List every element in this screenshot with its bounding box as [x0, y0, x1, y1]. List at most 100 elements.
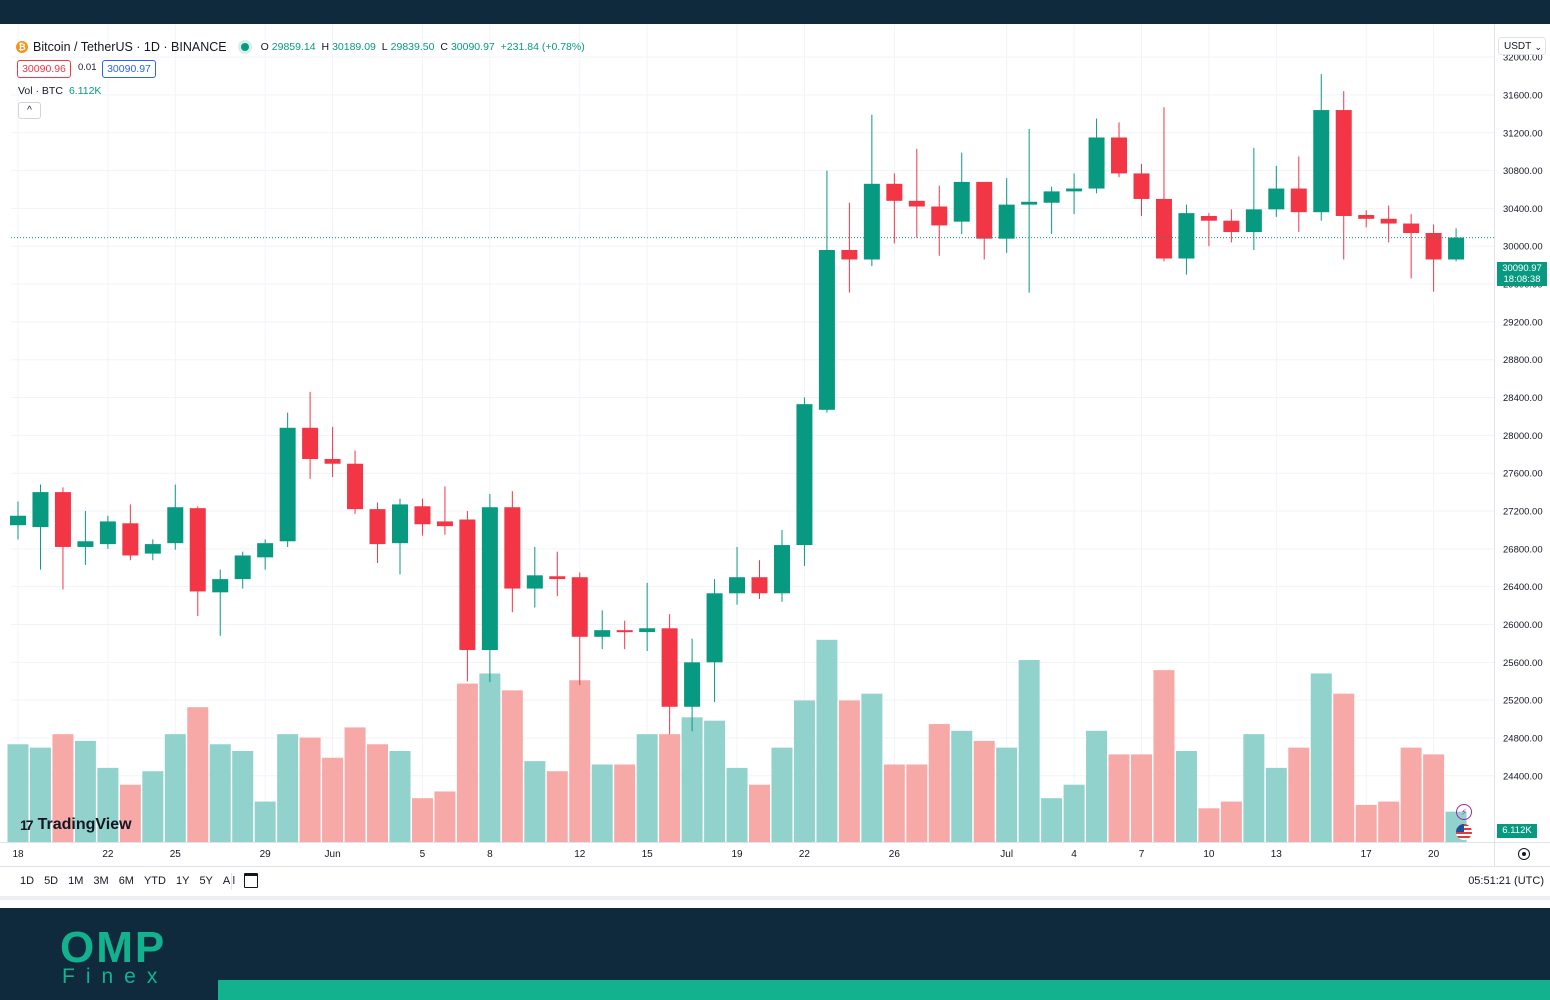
- volume-bar: [411, 798, 433, 842]
- volume-bar: [973, 740, 995, 842]
- volume-bar: [7, 744, 29, 842]
- candle-body: [414, 506, 431, 525]
- close-value: 30090.97: [450, 41, 495, 53]
- range-button-5y[interactable]: 5Y: [199, 875, 213, 887]
- candle-body: [908, 200, 925, 207]
- volume-bar: [367, 744, 389, 842]
- candle-body: [324, 459, 341, 464]
- market-open-icon: [240, 43, 249, 51]
- candle-body: [594, 630, 611, 637]
- candle-body: [1088, 137, 1105, 189]
- volume-bar: [501, 690, 523, 842]
- sell-button[interactable]: 30090.96: [17, 60, 71, 78]
- volume-bar: [614, 764, 636, 842]
- candle-body: [167, 507, 184, 544]
- candle-body: [571, 577, 588, 637]
- x-tick-label: Jul: [1000, 849, 1013, 860]
- candle-body: [863, 183, 880, 260]
- buy-button[interactable]: 30090.97: [102, 60, 156, 78]
- bitcoin-icon: ₿: [16, 41, 28, 53]
- candlestick-chart[interactable]: 24400.00 24800.00 25200.00 25600.00 26000.00…: [0, 24, 1550, 908]
- volume-bar: [1333, 693, 1355, 842]
- range-button-1y[interactable]: 1Y: [175, 875, 190, 887]
- candle-body: [302, 427, 319, 460]
- range-button-1m[interactable]: 1M: [68, 875, 84, 887]
- candle-body: [773, 545, 790, 594]
- tradingview-logo[interactable]: 17 TradingView: [20, 816, 132, 834]
- candle-body: [684, 662, 701, 707]
- candle-body: [639, 628, 656, 633]
- volume-legend[interactable]: Vol · BTC 6.112K: [18, 85, 101, 97]
- us-flag-event-icon[interactable]: [1456, 824, 1472, 840]
- y-tick-label: 25600.00: [1503, 658, 1543, 669]
- omp-logo: OMP: [60, 923, 167, 972]
- y-tick-label: 31200.00: [1503, 128, 1543, 139]
- range-button-6m[interactable]: 6M: [118, 875, 134, 887]
- volume-bar: [1175, 751, 1197, 842]
- volume-value: 6.112K: [68, 85, 102, 97]
- range-button-1d[interactable]: 1D: [20, 875, 35, 887]
- volume-bar: [883, 764, 905, 842]
- collapse-legend-button[interactable]: ^: [18, 102, 41, 119]
- candle-body: [1290, 188, 1307, 213]
- top-bar: [0, 0, 1550, 24]
- symbol-legend[interactable]: ₿ Bitcoin / TetherUS · 1D · BINANCE O 298…: [16, 38, 588, 56]
- lightning-event-icon[interactable]: ⚡: [1456, 804, 1472, 820]
- symbol-title[interactable]: Bitcoin / TetherUS · 1D · BINANCE: [33, 40, 227, 54]
- candle-body: [1133, 173, 1150, 199]
- volume-bar: [456, 683, 478, 842]
- x-tick-label: 22: [102, 849, 114, 860]
- candle-body: [391, 504, 408, 544]
- volume-bar: [1288, 747, 1310, 842]
- y-tick-label: 24800.00: [1503, 733, 1543, 744]
- utc-clock[interactable]: 05:51:21 (UTC): [1468, 875, 1544, 887]
- candle-body: [1268, 188, 1285, 210]
- candle-body: [459, 519, 476, 651]
- last-price-tag: 30090.97 18:08:38: [1497, 262, 1547, 286]
- volume-bar: [636, 734, 658, 842]
- volume-bar: [1265, 767, 1287, 842]
- volume-bar: [1423, 754, 1445, 842]
- calendar-icon[interactable]: [244, 873, 258, 888]
- volume-bar: [1310, 673, 1332, 842]
- y-tick-label: 32000.00: [1503, 53, 1543, 64]
- y-tick-label: 24400.00: [1503, 771, 1543, 782]
- y-tick-label: 28000.00: [1503, 431, 1543, 442]
- range-button-ytd[interactable]: YTD: [143, 875, 166, 887]
- volume-bar: [52, 734, 74, 842]
- volume-bar: [1153, 670, 1175, 842]
- range-buttons: 1D 5D 1M 3M 6M YTD 1Y 5Y All: [15, 874, 240, 889]
- candle-body: [1066, 188, 1083, 192]
- tradingview-mark-icon: 17: [20, 817, 34, 833]
- gear-icon[interactable]: [1518, 848, 1530, 860]
- chevron-down-icon: ⌄: [1534, 42, 1542, 52]
- currency-label: USDT: [1504, 41, 1532, 52]
- candle-body: [189, 508, 206, 592]
- y-tick-label: 30800.00: [1503, 166, 1543, 177]
- range-button-5d[interactable]: 5D: [44, 875, 59, 887]
- volume-bar: [951, 730, 973, 842]
- candle-body: [504, 507, 521, 589]
- candle-body: [751, 577, 768, 594]
- change-value: +231.84 (+0.78%): [500, 41, 585, 53]
- countdown-value: 18:08:38: [1503, 274, 1541, 285]
- candle-body: [144, 544, 161, 554]
- candle-body: [1223, 220, 1240, 233]
- volume-bar: [344, 727, 366, 842]
- ohlc-values: O 29859.14 H 30189.09 L 29839.50 C 30090.97 …: [260, 41, 585, 53]
- volume-bar: [1063, 784, 1085, 842]
- range-button-all[interactable]: All: [222, 875, 236, 887]
- currency-select[interactable]: USDT ⌄: [1498, 37, 1546, 55]
- y-tick-label: 30000.00: [1503, 242, 1543, 253]
- volume-bar: [681, 717, 703, 842]
- candle-body: [976, 181, 993, 239]
- volume-bar: [659, 734, 681, 842]
- x-tick-label: 18: [12, 849, 24, 860]
- volume-bar: [164, 734, 186, 842]
- candle-body: [54, 492, 71, 547]
- candle-body: [1200, 215, 1217, 221]
- tradingview-wordmark: TradingView: [37, 816, 132, 833]
- y-tick-label: 26400.00: [1503, 582, 1543, 593]
- candle-body: [616, 630, 633, 633]
- range-button-3m[interactable]: 3M: [93, 875, 109, 887]
